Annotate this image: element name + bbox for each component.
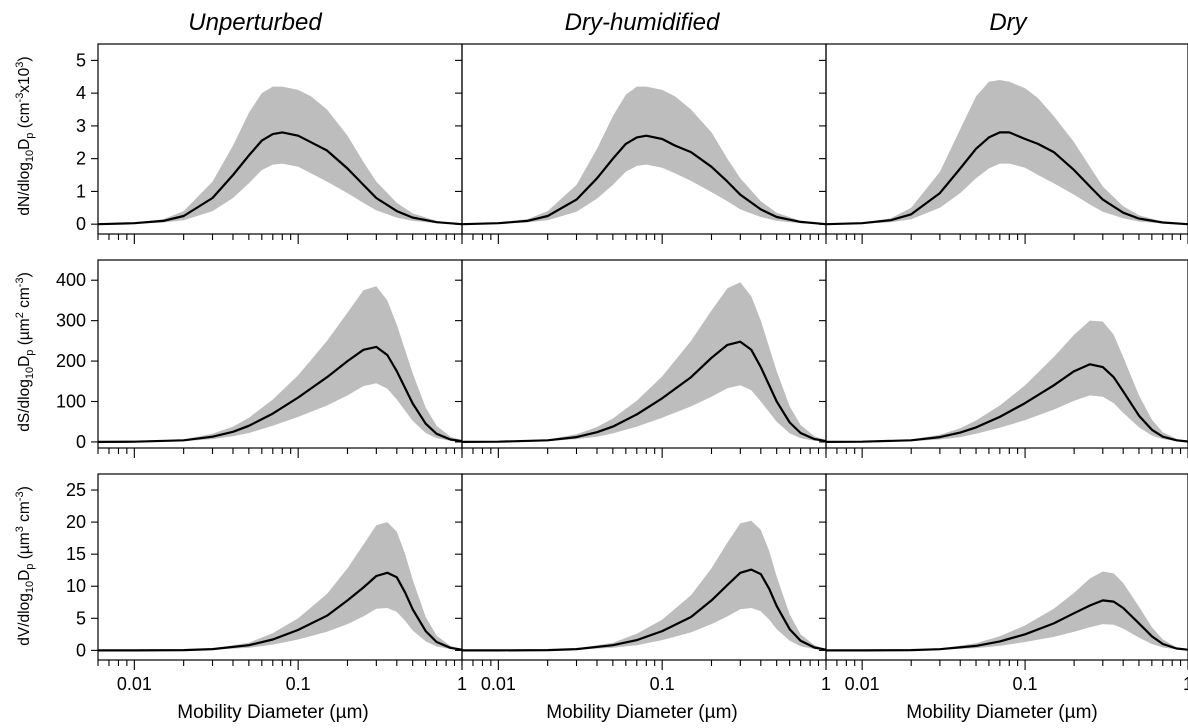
ytick-label-number-5: 5: [76, 50, 86, 70]
panel-volume-unperturbed: 0 5 10 15 20 25 0.01 0.1 1: [66, 473, 467, 694]
xtick-label-unperturbed-1: 1: [457, 674, 467, 694]
xtick-label-dry-0-01: 0.01: [845, 674, 880, 694]
frame-volume-dry: [825, 473, 1188, 661]
ylabel-volume: dV/dlog10Dp (µm3 cm-3): [14, 486, 36, 646]
mean-line-surface-dry-humidified: [461, 340, 827, 443]
ylabel-number: dN/dlog10Dp (cm-3x103): [14, 56, 36, 215]
band-surface-unperturbed: [98, 286, 462, 442]
ytick-label-surface-100: 100: [56, 392, 86, 412]
ytick-label-volume-25: 25: [66, 480, 86, 500]
ytick-label-surface-200: 200: [56, 351, 86, 371]
band-volume-unperturbed: [98, 522, 462, 651]
xtick-label-unperturbed-0-1: 0.1: [286, 674, 311, 694]
mean-line-number-dry: [825, 131, 1188, 226]
band-surface-dry: [826, 320, 1188, 442]
xtick-label-dry-0-1: 0.1: [1013, 674, 1038, 694]
xlabel-col-2: Mobility Diameter (µm): [546, 702, 737, 723]
xtick-label-dry-1: 1: [1183, 674, 1188, 694]
mean-line-number-unperturbed: [97, 131, 463, 226]
panel-number-dry-humidified: [455, 43, 827, 244]
xtick-label-unperturbed-0-01: 0.01: [117, 674, 152, 694]
ytick-label-volume-15: 15: [66, 544, 86, 564]
ytick-label-number-1: 1: [76, 181, 86, 201]
xtick-label-dry-humidified-0-01: 0.01: [481, 674, 516, 694]
band-number-unperturbed: [98, 86, 462, 225]
band-number-dry: [826, 80, 1188, 225]
column-title-unperturbed: Unperturbed: [188, 9, 322, 36]
frame-surface-dry: [825, 259, 1188, 449]
ytick-label-volume-10: 10: [66, 576, 86, 596]
ytick-label-number-3: 3: [76, 116, 86, 136]
ytick-label-volume-0: 0: [76, 640, 86, 660]
column-title-dry-humidified: Dry-humidified: [565, 9, 720, 36]
band-number-dry-humidified: [462, 86, 826, 225]
panel-surface-unperturbed: 0 100 200 300 400: [56, 259, 463, 458]
ylabel-surface: dS/dlog10Dp (µm2 cm-3): [14, 272, 36, 432]
panel-volume-dry: 0.01 0.1 1: [819, 473, 1188, 694]
panel-volume-dry-humidified: 0.01 0.1 1: [455, 473, 831, 694]
band-volume-dry-humidified: [462, 520, 826, 651]
panel-surface-dry-humidified: [455, 259, 827, 458]
band-volume-dry: [826, 571, 1188, 651]
column-title-dry: Dry: [989, 9, 1028, 36]
xtick-label-dry-humidified-1: 1: [821, 674, 831, 694]
mean-line-surface-unperturbed: [97, 345, 463, 443]
ytick-label-number-0: 0: [76, 214, 86, 234]
mean-line-volume-dry-humidified: [462, 568, 827, 652]
band-surface-dry-humidified: [462, 282, 826, 442]
ytick-label-surface-300: 300: [56, 311, 86, 331]
xlabel-col-1: Mobility Diameter (µm): [177, 702, 368, 723]
panel-number-unperturbed: 0 1 2 3 4 5: [76, 43, 463, 244]
ytick-label-volume-20: 20: [66, 512, 86, 532]
mean-line-surface-dry: [825, 363, 1188, 443]
mean-line-volume-dry: [826, 599, 1188, 652]
xtick-label-dry-humidified-0-1: 0.1: [650, 674, 675, 694]
ytick-label-surface-0: 0: [76, 432, 86, 452]
xlabel-col-3: Mobility Diameter (µm): [906, 702, 1097, 723]
panel-surface-dry: [819, 259, 1188, 458]
panel-number-dry: [819, 43, 1188, 244]
mean-line-number-dry-humidified: [461, 134, 827, 226]
frame-number-dry: [825, 43, 1188, 235]
ytick-label-surface-400: 400: [56, 270, 86, 290]
mean-line-volume-unperturbed: [98, 571, 463, 652]
ytick-label-volume-5: 5: [76, 608, 86, 628]
ytick-label-number-2: 2: [76, 149, 86, 169]
ytick-label-number-4: 4: [76, 83, 86, 103]
